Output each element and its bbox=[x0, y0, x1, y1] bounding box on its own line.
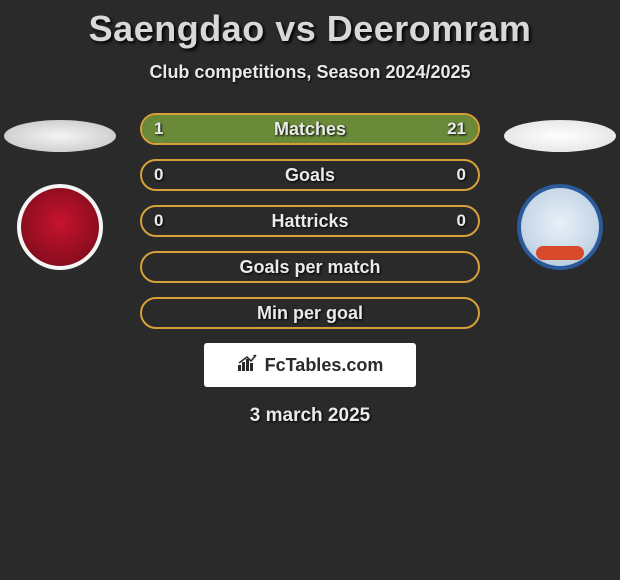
stat-row: 00Goals bbox=[140, 159, 480, 191]
stat-label: Hattricks bbox=[142, 207, 478, 235]
brand-box: FcTables.com bbox=[204, 343, 416, 387]
left-club-badge-icon bbox=[17, 184, 103, 270]
stats-panel: 121Matches 00Goals 00Hattricks Goals per ma… bbox=[140, 113, 480, 329]
stat-label: Goals bbox=[142, 161, 478, 189]
player-silhouette-icon bbox=[4, 120, 116, 152]
stat-row: Goals per match bbox=[140, 251, 480, 283]
stat-row: 121Matches bbox=[140, 113, 480, 145]
stat-label: Min per goal bbox=[142, 299, 478, 327]
stat-row: 00Hattricks bbox=[140, 205, 480, 237]
date-label: 3 march 2025 bbox=[0, 405, 620, 427]
right-club-badge-icon bbox=[517, 184, 603, 270]
chart-icon bbox=[237, 354, 259, 377]
infographic-root: Saengdao vs Deeromram Club competitions,… bbox=[0, 0, 620, 580]
page-subtitle: Club competitions, Season 2024/2025 bbox=[0, 62, 620, 83]
right-player-column bbox=[500, 110, 620, 270]
stat-label: Goals per match bbox=[142, 253, 478, 281]
page-title: Saengdao vs Deeromram bbox=[0, 8, 620, 50]
stat-row: Min per goal bbox=[140, 297, 480, 329]
player-silhouette-icon bbox=[504, 120, 616, 152]
brand-text: FcTables.com bbox=[265, 355, 384, 376]
left-player-column bbox=[0, 110, 120, 270]
stat-label: Matches bbox=[142, 115, 478, 143]
